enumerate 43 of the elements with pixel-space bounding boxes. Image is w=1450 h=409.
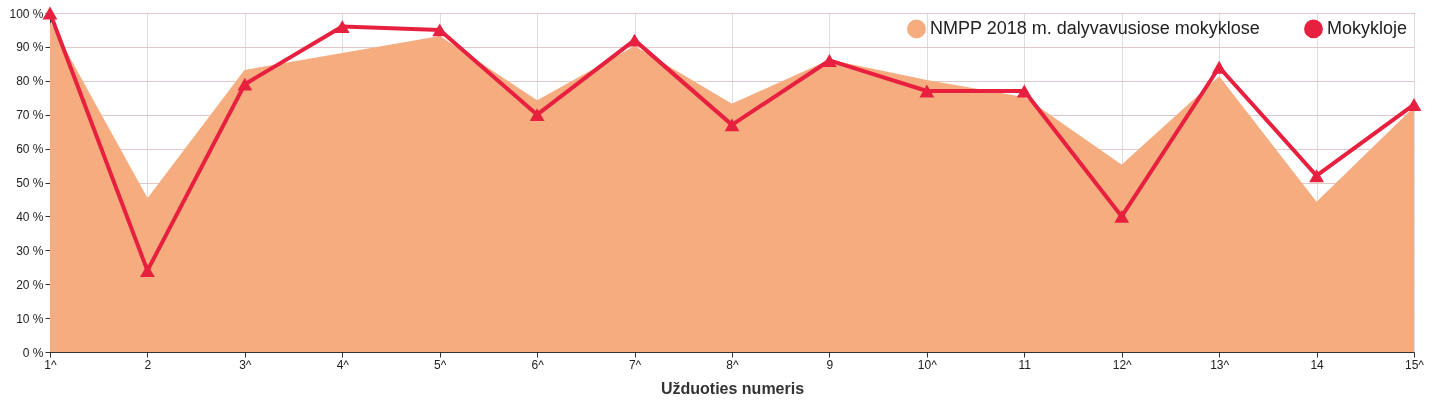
- y-tick-label: 90 %: [16, 40, 44, 55]
- x-tick-label: 4^: [336, 357, 350, 372]
- y-tick-label: 70 %: [16, 108, 44, 123]
- x-tick-label: 7^: [628, 357, 642, 372]
- point: [724, 118, 740, 132]
- legend-label: NMPP 2018 m. dalyvavusiose mokyklose: [930, 17, 1260, 38]
- point: [1406, 98, 1422, 111]
- point: [237, 77, 253, 91]
- x-tick-label: 5^: [434, 357, 447, 372]
- x-tick-label: 9: [826, 357, 834, 372]
- x-tick-label: 8^: [726, 357, 740, 372]
- point: [1016, 84, 1032, 98]
- point: [334, 20, 350, 33]
- x-tick-label: 11: [1018, 357, 1032, 372]
- y-tick-label: 80 %: [16, 74, 44, 89]
- x-tick-label: 2: [144, 357, 152, 372]
- y-tick-label: 10 %: [16, 311, 44, 326]
- legend-label: Mokykloje: [1327, 17, 1408, 38]
- point: [140, 264, 155, 278]
- x-tick-label: 3^: [239, 357, 252, 372]
- x-tick-label: 12^: [1112, 357, 1133, 372]
- x-tick-label: 1^: [44, 357, 58, 372]
- x-axis-title: Užduoties numeris: [660, 379, 805, 397]
- y-tick-label: 20 %: [16, 277, 44, 292]
- point: [627, 33, 642, 47]
- point: [919, 84, 935, 98]
- point: [822, 54, 837, 67]
- y-tick-label: 40 %: [16, 209, 44, 224]
- point: [1114, 209, 1130, 223]
- point: [529, 108, 545, 122]
- point: [1211, 60, 1227, 74]
- y-tick-label: 100 %: [9, 6, 44, 21]
- y-tick-label: 0 %: [22, 345, 44, 360]
- y-tick-label: 30 %: [16, 243, 44, 258]
- x-tick-label: 6^: [531, 357, 545, 372]
- x-tick-label: 10^: [917, 357, 938, 372]
- y-tick-label: 50 %: [16, 176, 44, 190]
- x-tick-label: 14: [1310, 357, 1325, 372]
- point: [42, 6, 58, 20]
- point: [1309, 169, 1324, 183]
- x-tick-label: 13^: [1210, 357, 1230, 372]
- y-tick-label: 60 %: [16, 142, 44, 157]
- x-tick-label: 15^: [1405, 357, 1425, 372]
